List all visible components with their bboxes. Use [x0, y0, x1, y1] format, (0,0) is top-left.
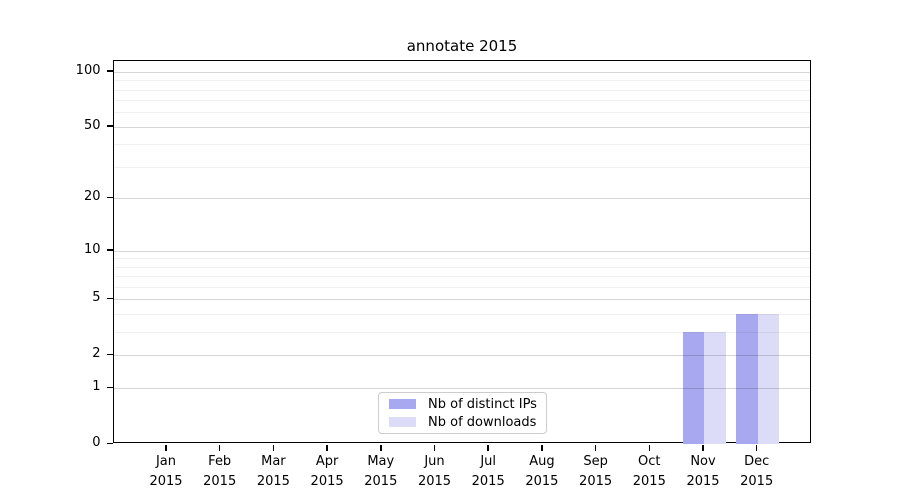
y-tick-mark — [106, 125, 113, 127]
y-tick-mark — [106, 70, 113, 72]
x-tick-mark — [218, 444, 221, 451]
bar-nb-of-distinct-ips — [736, 314, 758, 444]
y-tick-label: 10 — [83, 241, 101, 257]
major-gridline — [114, 250, 810, 252]
y-tick-label: 20 — [83, 189, 101, 205]
legend-label: Nb of distinct IPs — [428, 396, 537, 412]
y-tick-label: 2 — [92, 346, 101, 362]
y-tick-label: 5 — [92, 290, 101, 306]
legend-label: Nb of downloads — [428, 414, 537, 430]
y-tick-label: 50 — [83, 117, 101, 133]
x-tick-mark — [594, 444, 597, 451]
y-tick-mark — [106, 297, 113, 300]
x-tick-mark — [648, 444, 651, 451]
x-tick-year: 2015 — [579, 473, 613, 489]
minor-gridline — [114, 276, 810, 278]
x-tick-mark — [326, 444, 328, 451]
x-tick-label: Nov 2015 — [673, 452, 733, 491]
x-tick-month: May — [367, 454, 395, 469]
minor-gridline — [114, 112, 810, 114]
minor-gridline — [114, 314, 810, 316]
x-tick-year: 2015 — [310, 473, 344, 489]
minor-gridline — [114, 266, 810, 268]
x-tick-year: 2015 — [686, 473, 720, 489]
bar-nb-of-distinct-ips — [682, 332, 704, 444]
x-tick-year: 2015 — [256, 473, 290, 489]
x-tick-mark — [165, 444, 167, 451]
x-tick-label: Jun 2015 — [405, 452, 465, 491]
x-tick-label: Aug 2015 — [512, 452, 572, 491]
legend-swatch — [389, 417, 416, 427]
x-tick-year: 2015 — [364, 473, 398, 489]
major-gridline — [114, 126, 810, 128]
x-tick-month: Jul — [480, 454, 497, 469]
x-tick-mark — [541, 444, 543, 451]
x-tick-label: Feb 2015 — [190, 452, 250, 491]
minor-gridline — [114, 89, 810, 91]
x-tick-mark — [487, 444, 489, 451]
x-tick-month: Apr — [315, 454, 339, 469]
plot-area — [113, 60, 811, 444]
y-tick-mark — [106, 249, 113, 251]
x-tick-month: Nov — [690, 454, 716, 469]
x-tick-year: 2015 — [471, 473, 505, 489]
chart-title: annotate 2015 — [406, 37, 518, 55]
x-tick-label: Apr 2015 — [297, 452, 357, 491]
bar-nb-of-downloads — [757, 314, 780, 444]
y-tick-label: 0 — [92, 435, 101, 450]
y-tick-mark — [106, 353, 113, 356]
x-tick-month: Sep — [583, 454, 608, 469]
x-tick-month: Aug — [529, 454, 555, 469]
minor-gridline — [114, 287, 810, 289]
minor-gridline — [114, 258, 810, 260]
minor-gridline — [114, 80, 810, 82]
y-tick-label: 100 — [75, 62, 101, 78]
x-tick-year: 2015 — [149, 473, 183, 489]
major-gridline — [114, 299, 810, 301]
x-tick-mark — [755, 444, 758, 451]
x-tick-label: Oct 2015 — [619, 452, 679, 491]
x-tick-month: Mar — [261, 454, 286, 469]
legend: Nb of distinct IPs Nb of downloads — [378, 392, 547, 434]
x-tick-mark — [702, 444, 704, 451]
x-tick-month: Jun — [424, 454, 445, 469]
x-tick-month: Oct — [638, 454, 661, 469]
bar-nb-of-downloads — [704, 332, 726, 444]
major-gridline — [114, 71, 810, 73]
x-tick-label: Mar 2015 — [243, 452, 303, 491]
x-tick-label: Jul 2015 — [458, 452, 518, 491]
x-tick-label: Jan 2015 — [136, 452, 196, 491]
x-tick-label: May 2015 — [351, 452, 411, 491]
x-tick-mark — [433, 444, 436, 451]
x-tick-label: Sep 2015 — [566, 452, 626, 491]
x-tick-month: Jan — [155, 454, 177, 469]
x-tick-year: 2015 — [203, 473, 237, 489]
minor-gridline — [114, 166, 810, 168]
y-tick-mark — [106, 196, 113, 199]
x-tick-mark — [272, 444, 275, 451]
major-gridline — [114, 198, 810, 200]
x-tick-year: 2015 — [525, 473, 559, 489]
x-tick-year: 2015 — [740, 473, 774, 489]
y-tick-label: 1 — [92, 379, 101, 395]
x-tick-mark — [380, 444, 382, 451]
y-tick-mark — [106, 386, 113, 389]
minor-gridline — [114, 100, 810, 102]
legend-item: Nb of distinct IPs — [386, 397, 539, 412]
legend-item: Nb of downloads — [386, 415, 539, 430]
minor-gridline — [114, 144, 810, 146]
x-tick-label: Dec 2015 — [727, 452, 787, 491]
x-tick-year: 2015 — [632, 473, 666, 489]
x-tick-month: Feb — [208, 454, 232, 469]
y-tick-mark — [106, 442, 113, 444]
x-tick-year: 2015 — [417, 473, 452, 489]
x-tick-month: Dec — [744, 454, 770, 469]
legend-swatch — [389, 399, 416, 409]
